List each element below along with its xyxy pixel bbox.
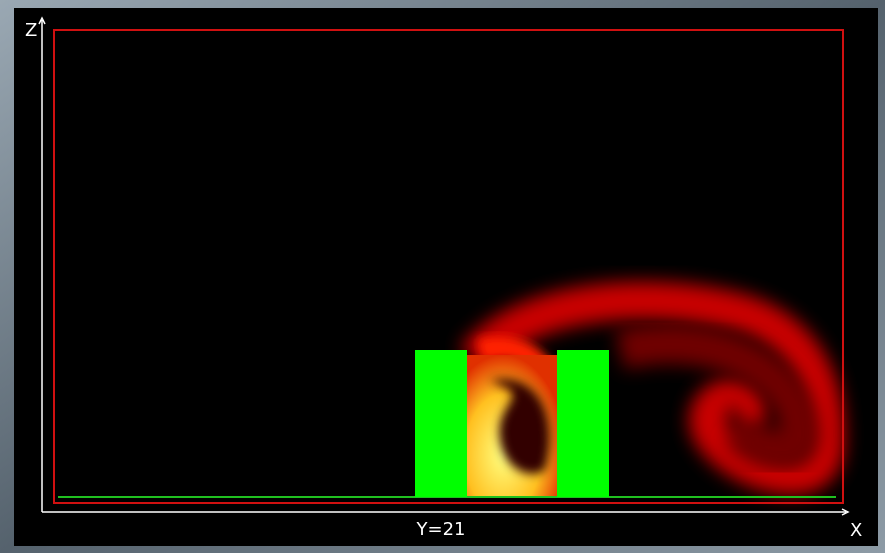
z-axis-label: Z — [25, 20, 37, 41]
visualization: Z X Y=21 — [0, 0, 885, 553]
slice-label: Y=21 — [416, 519, 466, 540]
building-right — [557, 350, 609, 497]
building-left — [415, 350, 467, 497]
x-axis-label: X — [850, 520, 862, 541]
